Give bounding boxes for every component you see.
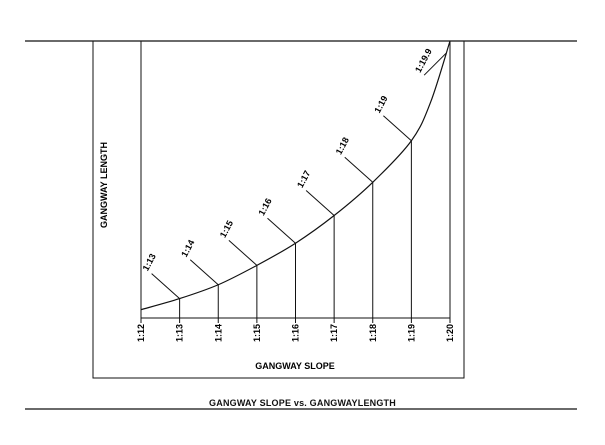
annotation-label: 1:19.9 (413, 47, 434, 74)
annotation-label: 1:18 (334, 136, 351, 157)
annotation-leader (151, 273, 180, 299)
x-tick-label: 1:18 (368, 324, 378, 342)
annotation-leader (228, 239, 258, 266)
annotation-label: 1:16 (256, 197, 273, 218)
y-axis-label: GANGWAY LENGTH (99, 142, 109, 228)
annotation-leader (305, 190, 335, 216)
x-tick-label: 1:14 (213, 324, 223, 342)
x-tick-label: 1:19 (406, 324, 416, 342)
annotation-label: 1:17 (295, 169, 312, 190)
x-tick-label: 1:16 (291, 324, 301, 342)
figure-caption: GANGWAY SLOPE vs. GANGWAYLENGTH (209, 398, 396, 408)
annotation-leader (423, 52, 447, 76)
annotation-leader (267, 217, 296, 244)
x-tick-label: 1:15 (252, 324, 262, 342)
annotation-leader (344, 156, 374, 183)
annotation-label: 1:14 (179, 238, 196, 259)
x-axis-label: GANGWAY SLOPE (255, 361, 335, 371)
annotation-leader (383, 115, 412, 142)
annotation-label: 1:19 (372, 94, 389, 115)
annotation-label: 1:13 (141, 252, 158, 273)
annotation-leader (189, 259, 219, 286)
x-tick-label: 1:20 (445, 324, 455, 342)
length-curve (140, 40, 451, 311)
x-tick-label: 1:13 (175, 324, 185, 342)
x-tick-label: 1:12 (136, 324, 146, 342)
x-tick-label: 1:17 (329, 324, 339, 342)
annotation-label: 1:15 (218, 219, 235, 240)
